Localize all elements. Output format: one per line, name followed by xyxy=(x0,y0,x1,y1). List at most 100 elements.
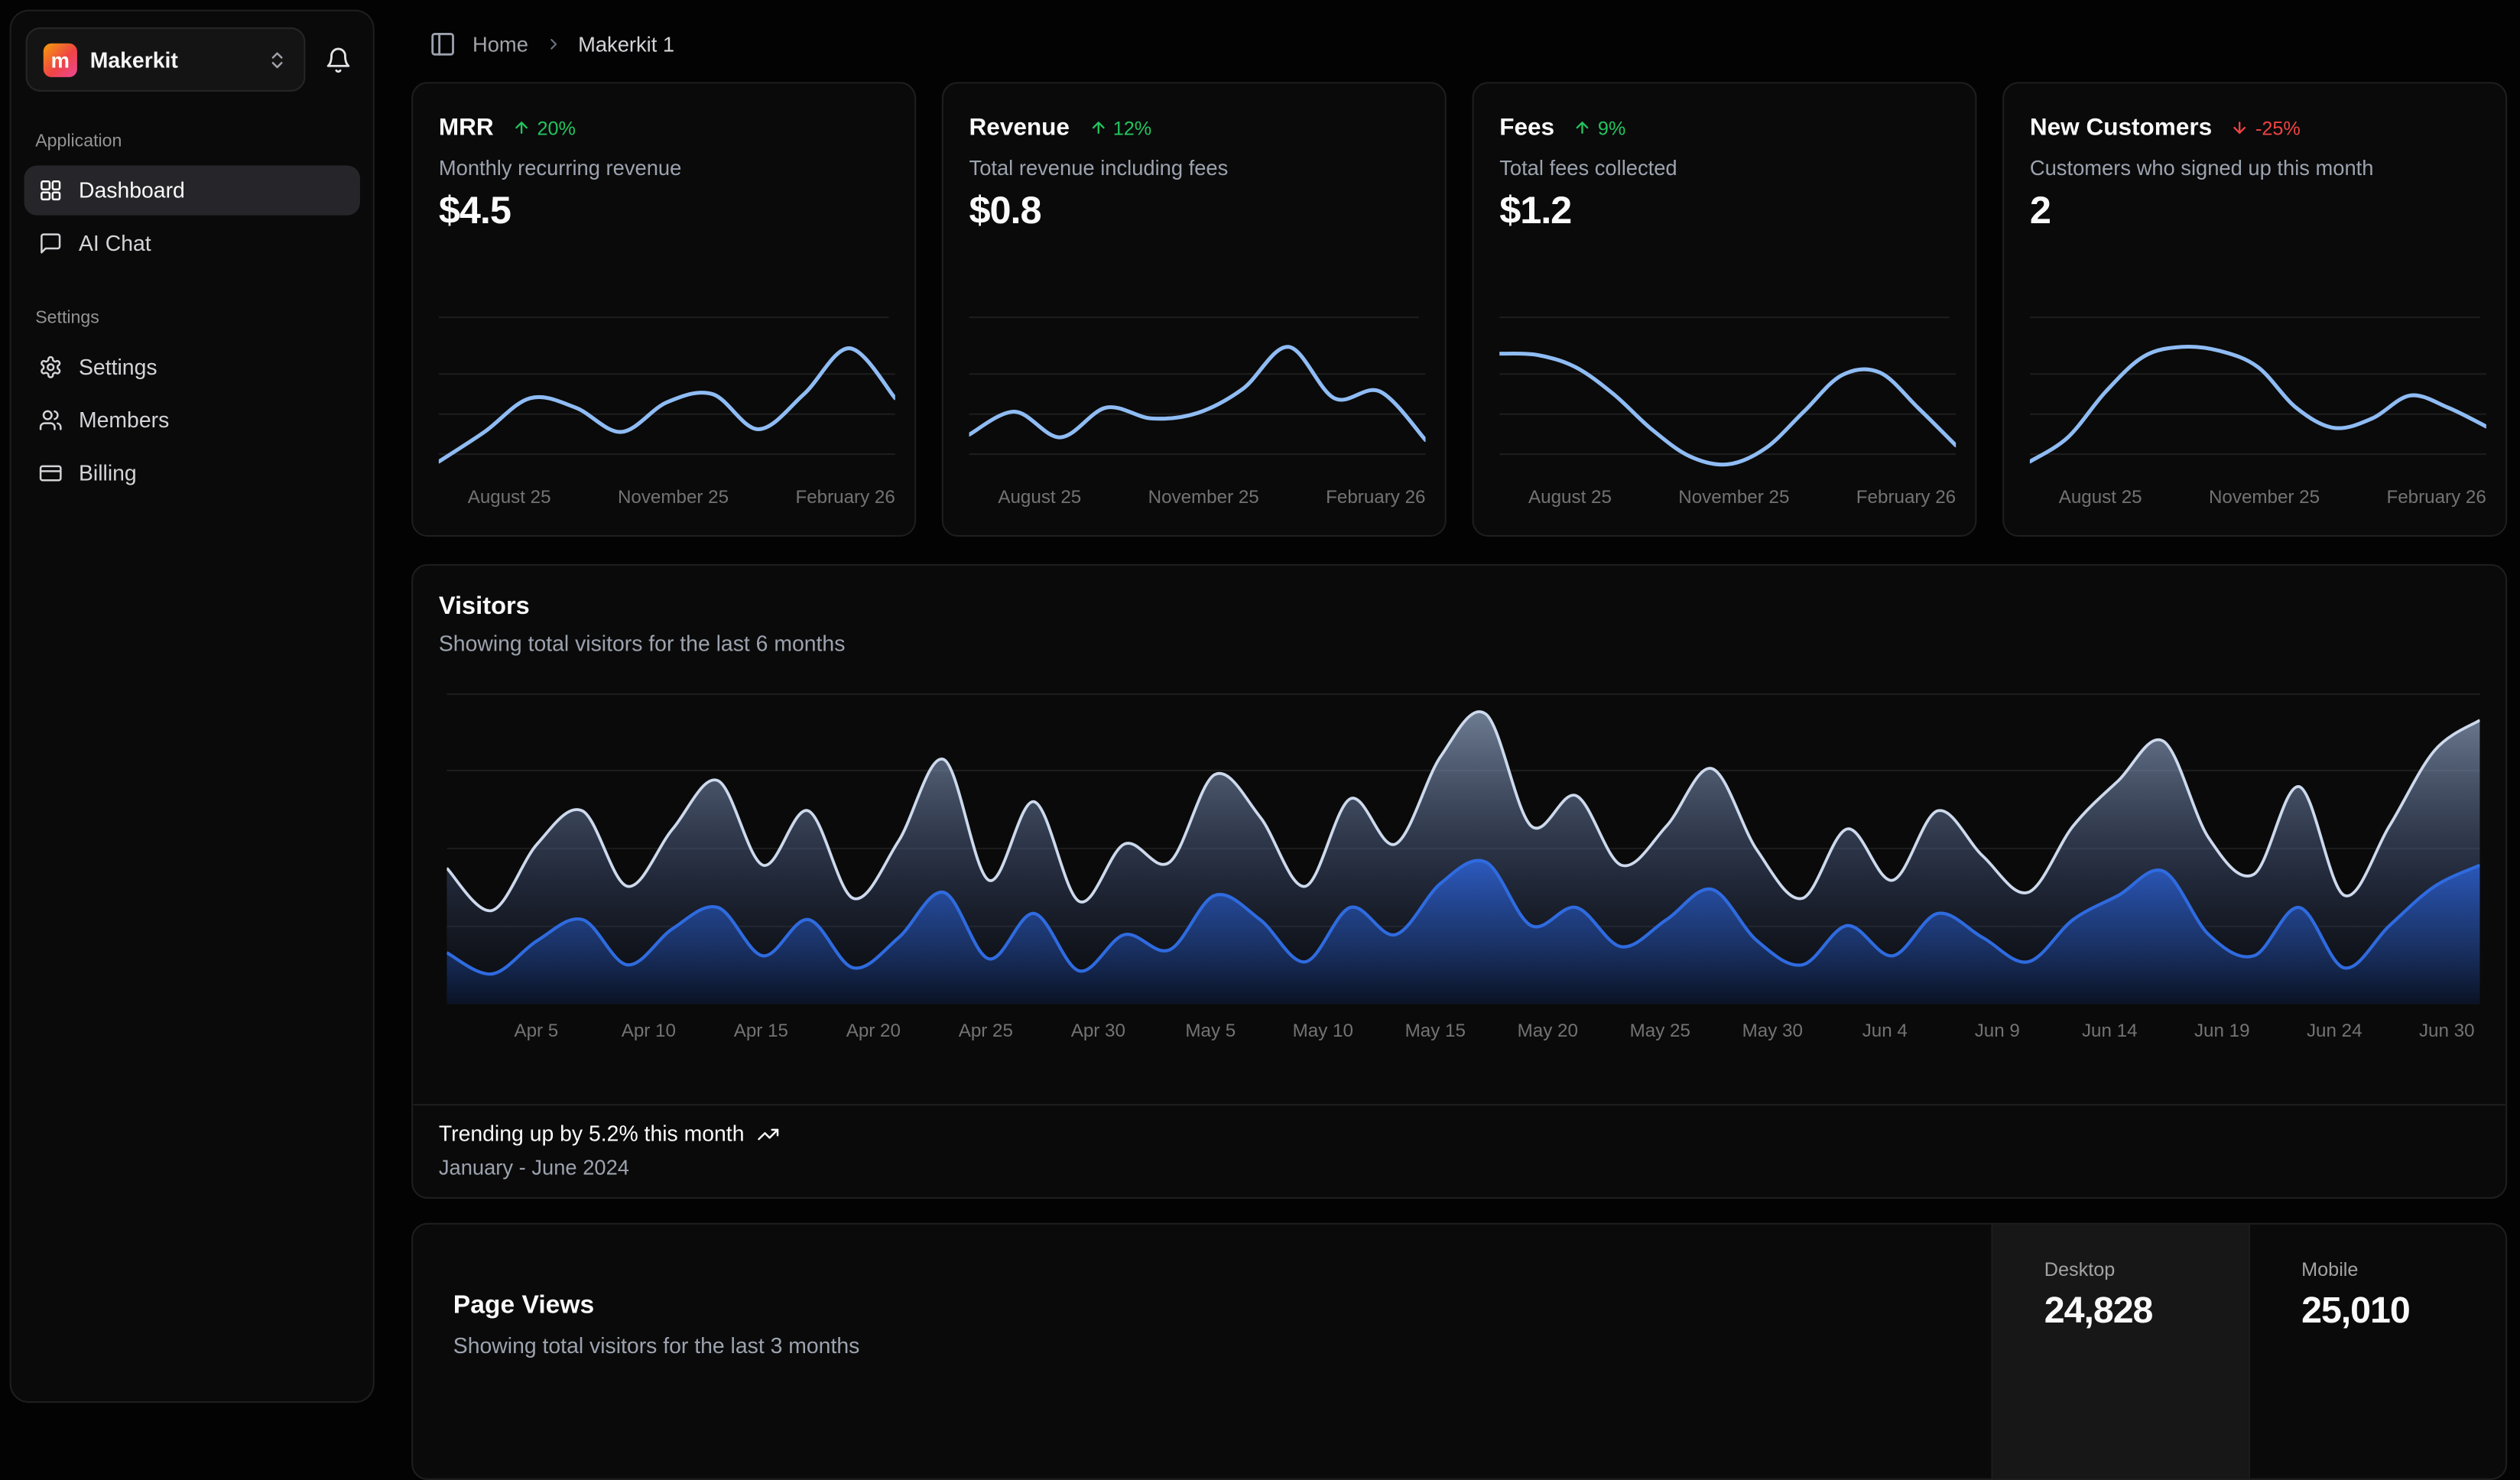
sidebar-item-label: Members xyxy=(79,408,169,433)
sidebar-item-settings[interactable]: Settings xyxy=(24,342,360,392)
trend-badge: 9% xyxy=(1573,116,1625,138)
x-axis-tick: May 15 xyxy=(1405,1022,1466,1041)
sparkline-x-axis: August 25 November 25 February 26 xyxy=(969,488,1426,508)
trending-up-icon xyxy=(757,1122,779,1144)
x-axis-tick: May 20 xyxy=(1518,1022,1578,1041)
sidebar-nav: Application Dashboard AI Chat xyxy=(11,131,373,498)
stat-subtitle: Total fees collected xyxy=(1499,156,1677,180)
org-logo: m xyxy=(44,43,77,76)
x-axis-tick: November 25 xyxy=(1678,488,1789,508)
x-axis-tick: Jun 14 xyxy=(2082,1022,2138,1041)
page-views-subtitle: Showing total visitors for the last 3 mo… xyxy=(453,1334,860,1358)
stat-card-new-customers: New Customers -25% Customers who signed … xyxy=(2002,82,2507,537)
mrr-sparkline-chart xyxy=(439,325,895,479)
x-axis-tick: February 26 xyxy=(795,488,895,508)
sparkline-x-axis: August 25 November 25 February 26 xyxy=(2030,488,2486,508)
x-axis-tick: February 26 xyxy=(2386,488,2486,508)
page-views-toggles: Desktop 24,828 Mobile 25,010 xyxy=(1991,1225,2505,1478)
x-axis-tick: August 25 xyxy=(998,488,1081,508)
x-axis-tick: May 30 xyxy=(1742,1022,1803,1041)
x-axis-tick: Jun 24 xyxy=(2307,1022,2362,1041)
breadcrumb-home-link[interactable]: Home xyxy=(472,31,528,56)
panel-left-icon xyxy=(429,30,456,57)
stat-value: 24,828 xyxy=(2044,1289,2249,1332)
stat-value: 25,010 xyxy=(2301,1289,2505,1332)
sparkline-x-axis: August 25 November 25 February 26 xyxy=(1499,488,1956,508)
section-label: Settings xyxy=(11,309,373,328)
stat-value: $0.8 xyxy=(969,190,1041,235)
x-axis-tick: May 25 xyxy=(1630,1022,1690,1041)
sidebar-item-dashboard[interactable]: Dashboard xyxy=(24,166,360,216)
x-axis-tick: Apr 10 xyxy=(622,1022,676,1041)
sidebar-toggle-button[interactable] xyxy=(429,30,456,57)
divider xyxy=(1499,316,1950,318)
org-switcher-button[interactable]: m Makerkit xyxy=(26,28,306,92)
sidebar: m Makerkit Application xyxy=(10,10,375,1403)
page-views-title: Page Views xyxy=(453,1292,860,1321)
x-axis-tick: November 25 xyxy=(1148,488,1259,508)
revenue-sparkline-chart xyxy=(969,325,1426,479)
visitors-x-axis: Apr 5Apr 10Apr 15Apr 20Apr 25Apr 30May 5… xyxy=(447,1022,2479,1044)
sidebar-item-label: Settings xyxy=(79,355,158,380)
stat-card-revenue: Revenue 12% Total revenue including fees… xyxy=(942,82,1447,537)
visitors-area-chart xyxy=(447,693,2479,1005)
trend-value: 12% xyxy=(1113,116,1152,138)
stat-card-mrr: MRR 20% Monthly recurring revenue $4.5 A… xyxy=(411,82,916,537)
gear-icon xyxy=(38,355,63,380)
stat-value: $1.2 xyxy=(1499,190,1571,235)
stat-title: MRR xyxy=(439,114,494,141)
x-axis-tick: August 25 xyxy=(2059,488,2142,508)
chevron-right-icon xyxy=(544,34,562,52)
trend-value: 20% xyxy=(537,116,576,138)
fees-sparkline-chart xyxy=(1499,325,1956,479)
stat-title: Revenue xyxy=(969,114,1070,141)
visitors-title: Visitors xyxy=(439,593,530,622)
x-axis-tick: February 26 xyxy=(1856,488,1956,508)
page-views-card: Page Views Showing total visitors for th… xyxy=(411,1223,2507,1480)
x-axis-tick: Apr 20 xyxy=(846,1022,901,1041)
stat-subtitle: Total revenue including fees xyxy=(969,156,1229,180)
sidebar-item-members[interactable]: Members xyxy=(24,395,360,445)
stat-cards-row: MRR 20% Monthly recurring revenue $4.5 A… xyxy=(411,82,2507,537)
x-axis-tick: May 10 xyxy=(1293,1022,1353,1041)
stat-subtitle: Monthly recurring revenue xyxy=(439,156,681,180)
stat-card-fees: Fees 9% Total fees collected $1.2 August… xyxy=(1472,82,1976,537)
x-axis-tick: Jun 4 xyxy=(1862,1022,1908,1041)
mobile-stat-toggle[interactable]: Mobile 25,010 xyxy=(2249,1225,2505,1478)
sidebar-item-billing[interactable]: Billing xyxy=(24,448,360,498)
breadcrumb: Home Makerkit 1 xyxy=(429,28,674,60)
sidebar-item-ai-chat[interactable]: AI Chat xyxy=(24,219,360,268)
trend-value: -25% xyxy=(2255,116,2301,138)
visitors-footer: Trending up by 5.2% this month January -… xyxy=(413,1104,2505,1197)
x-axis-tick: August 25 xyxy=(1528,488,1612,508)
org-name: Makerkit xyxy=(90,47,178,72)
x-axis-tick: Jun 9 xyxy=(1975,1022,2020,1041)
divider xyxy=(969,316,1420,318)
stat-value: $4.5 xyxy=(439,190,511,235)
notifications-button[interactable] xyxy=(317,38,359,80)
chevrons-up-down-icon xyxy=(267,49,287,70)
app-window: m Makerkit Application xyxy=(0,0,2520,1416)
date-range: January - June 2024 xyxy=(439,1155,2480,1180)
message-square-icon xyxy=(38,232,63,256)
new-customers-sparkline-chart xyxy=(2030,325,2486,479)
arrow-up-icon xyxy=(1089,119,1106,137)
x-axis-tick: Jun 19 xyxy=(2194,1022,2250,1041)
x-axis-tick: November 25 xyxy=(618,488,729,508)
trend-value: 9% xyxy=(1598,116,1625,138)
arrow-down-icon xyxy=(2231,119,2249,137)
stat-title: Fees xyxy=(1499,114,1554,141)
stat-label: Desktop xyxy=(2044,1258,2249,1280)
breadcrumb-current: Makerkit 1 xyxy=(578,31,674,56)
nav-section-settings: Settings Settings Members xyxy=(11,309,373,498)
layout-dashboard-icon xyxy=(38,178,63,203)
section-label: Application xyxy=(11,131,373,151)
credit-card-icon xyxy=(38,461,63,485)
x-axis-tick: August 25 xyxy=(468,488,551,508)
stat-subtitle: Customers who signed up this month xyxy=(2030,156,2374,180)
desktop-stat-toggle[interactable]: Desktop 24,828 xyxy=(1991,1225,2248,1478)
sparkline-x-axis: August 25 November 25 February 26 xyxy=(439,488,895,508)
users-icon xyxy=(38,408,63,433)
arrow-up-icon xyxy=(513,119,531,137)
trend-summary: Trending up by 5.2% this month xyxy=(439,1121,745,1146)
